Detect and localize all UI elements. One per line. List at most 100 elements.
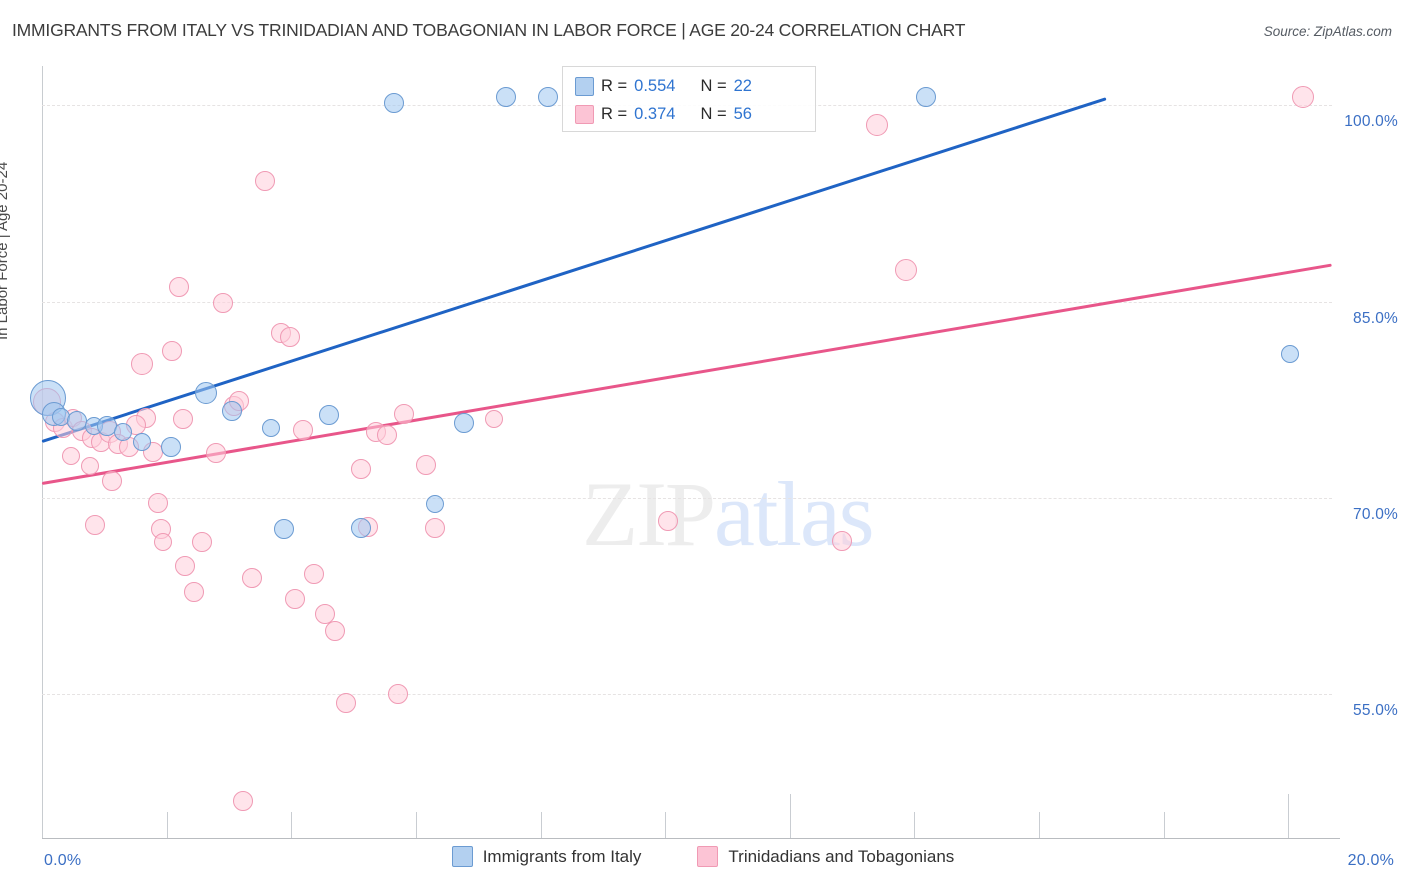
r-value-italy: 0.554 — [634, 76, 676, 95]
scatter-point-pink[interactable] — [162, 341, 183, 362]
scatter-point-blue[interactable] — [538, 87, 559, 108]
scatter-point-pink[interactable] — [351, 459, 372, 479]
series-swatch-trinidad — [575, 104, 594, 124]
scatter-point-blue[interactable] — [195, 382, 218, 405]
x-axis-min-label: 0.0% — [44, 852, 82, 869]
legend-swatch-italy — [451, 846, 473, 867]
y-tick-label: 70.0% — [1353, 505, 1398, 523]
scatter-point-pink[interactable] — [241, 567, 262, 588]
legend-swatch-trinidad — [697, 846, 719, 867]
plot-area: ZIPatlas — [30, 66, 1333, 838]
scatter-point-pink[interactable] — [175, 555, 196, 576]
scatter-point-pink[interactable] — [84, 515, 105, 536]
r-label-trinidad: R = — [601, 104, 628, 123]
gridline — [42, 497, 1332, 499]
scatter-point-blue[interactable] — [351, 517, 372, 538]
scatter-point-pink[interactable] — [280, 326, 301, 347]
x-axis-max-label: 20.0% — [1347, 852, 1394, 869]
scatter-point-blue[interactable] — [161, 436, 181, 457]
scatter-point-pink[interactable] — [895, 259, 918, 282]
watermark-zip: ZIP — [582, 463, 716, 565]
n-value-trinidad: 56 — [733, 104, 752, 123]
scatter-point-blue[interactable] — [132, 432, 151, 451]
scatter-point-pink[interactable] — [130, 353, 153, 376]
scatter-point-pink[interactable] — [314, 604, 335, 625]
scatter-point-pink[interactable] — [484, 410, 503, 429]
scatter-point-pink[interactable] — [1291, 86, 1314, 109]
scatter-point-pink[interactable] — [172, 409, 193, 430]
scatter-point-pink[interactable] — [377, 424, 398, 445]
scatter-point-pink[interactable] — [191, 532, 212, 553]
watermark-atlas: atlas — [714, 463, 875, 565]
scatter-point-pink[interactable] — [233, 791, 254, 812]
scatter-point-blue[interactable] — [222, 401, 243, 422]
y-tick-label: 100.0% — [1344, 113, 1398, 131]
r-value-trinidad: 0.374 — [634, 104, 676, 123]
legend-label-italy: Immigrants from Italy — [482, 846, 642, 866]
scatter-point-pink[interactable] — [394, 404, 415, 425]
scatter-point-blue[interactable] — [454, 413, 475, 434]
legend-item-italy[interactable]: Immigrants from Italy — [451, 846, 642, 867]
scatter-point-pink[interactable] — [304, 563, 325, 584]
trendline-trinidad — [41, 263, 1333, 486]
stats-row-italy: R = 0.554 N = 22 — [575, 72, 752, 100]
x-axis-line — [42, 838, 1340, 839]
scatter-point-pink[interactable] — [148, 493, 169, 514]
scatter-point-pink[interactable] — [284, 588, 305, 609]
y-axis-title: In Labor Force | Age 20-24 — [0, 161, 11, 340]
n-value-italy: 22 — [733, 76, 752, 95]
correlation-stats-box: R = 0.554 N = 22 R = 0.374 N = 56 — [562, 66, 816, 132]
scatter-point-pink[interactable] — [254, 171, 275, 192]
scatter-point-pink[interactable] — [62, 446, 81, 465]
scatter-point-blue[interactable] — [261, 419, 280, 438]
scatter-point-blue[interactable] — [319, 405, 340, 426]
x-tick-mark — [665, 812, 667, 838]
y-axis-line — [42, 66, 43, 838]
scatter-point-pink[interactable] — [168, 277, 189, 298]
scatter-point-pink[interactable] — [154, 533, 173, 552]
scatter-point-blue[interactable] — [383, 92, 404, 113]
x-tick-mark — [291, 812, 293, 838]
scatter-point-blue[interactable] — [915, 87, 936, 108]
scatter-point-pink[interactable] — [388, 684, 409, 705]
stats-row-trinidad: R = 0.374 N = 56 — [575, 100, 752, 128]
scatter-point-pink[interactable] — [206, 443, 227, 464]
scatter-point-pink[interactable] — [212, 292, 233, 313]
scatter-point-pink[interactable] — [657, 511, 678, 532]
scatter-point-blue[interactable] — [1281, 344, 1300, 363]
y-tick-label: 55.0% — [1353, 702, 1398, 720]
scatter-point-blue[interactable] — [426, 495, 445, 514]
legend-item-trinidad[interactable]: Trinidadians and Tobagonians — [697, 846, 954, 867]
scatter-point-pink[interactable] — [325, 621, 346, 642]
legend-label-trinidad: Trinidadians and Tobagonians — [728, 846, 955, 866]
scatter-point-pink[interactable] — [425, 517, 446, 538]
n-label-italy: N = — [700, 76, 727, 95]
watermark: ZIPatlas — [582, 461, 875, 567]
scatter-point-pink[interactable] — [336, 693, 357, 714]
scatter-point-blue[interactable] — [113, 423, 132, 442]
scatter-point-blue[interactable] — [273, 519, 294, 540]
gridline — [42, 301, 1332, 303]
n-label-trinidad: N = — [700, 104, 727, 123]
x-tick-mark — [166, 812, 168, 838]
scatter-point-pink[interactable] — [183, 582, 204, 602]
x-tick-mark — [540, 812, 542, 838]
series-swatch-italy — [575, 76, 594, 96]
x-tick-mark — [914, 812, 916, 838]
r-label-italy: R = — [601, 76, 628, 95]
gridline — [42, 694, 1332, 696]
scatter-point-blue[interactable] — [496, 87, 517, 108]
scatter-point-pink[interactable] — [866, 113, 889, 136]
x-tick-mark — [1288, 794, 1290, 838]
chart-legend: Immigrants from Italy Trinidadians and T… — [0, 846, 1406, 867]
scatter-point-pink[interactable] — [831, 530, 852, 551]
x-tick-mark — [789, 794, 791, 838]
y-tick-label: 85.0% — [1353, 309, 1398, 327]
x-tick-mark — [415, 812, 417, 838]
scatter-point-pink[interactable] — [81, 457, 100, 476]
scatter-point-pink[interactable] — [101, 470, 122, 491]
scatter-point-pink[interactable] — [293, 419, 314, 440]
scatter-point-pink[interactable] — [415, 455, 436, 476]
source-label: Source: ZipAtlas.com — [1263, 24, 1392, 39]
